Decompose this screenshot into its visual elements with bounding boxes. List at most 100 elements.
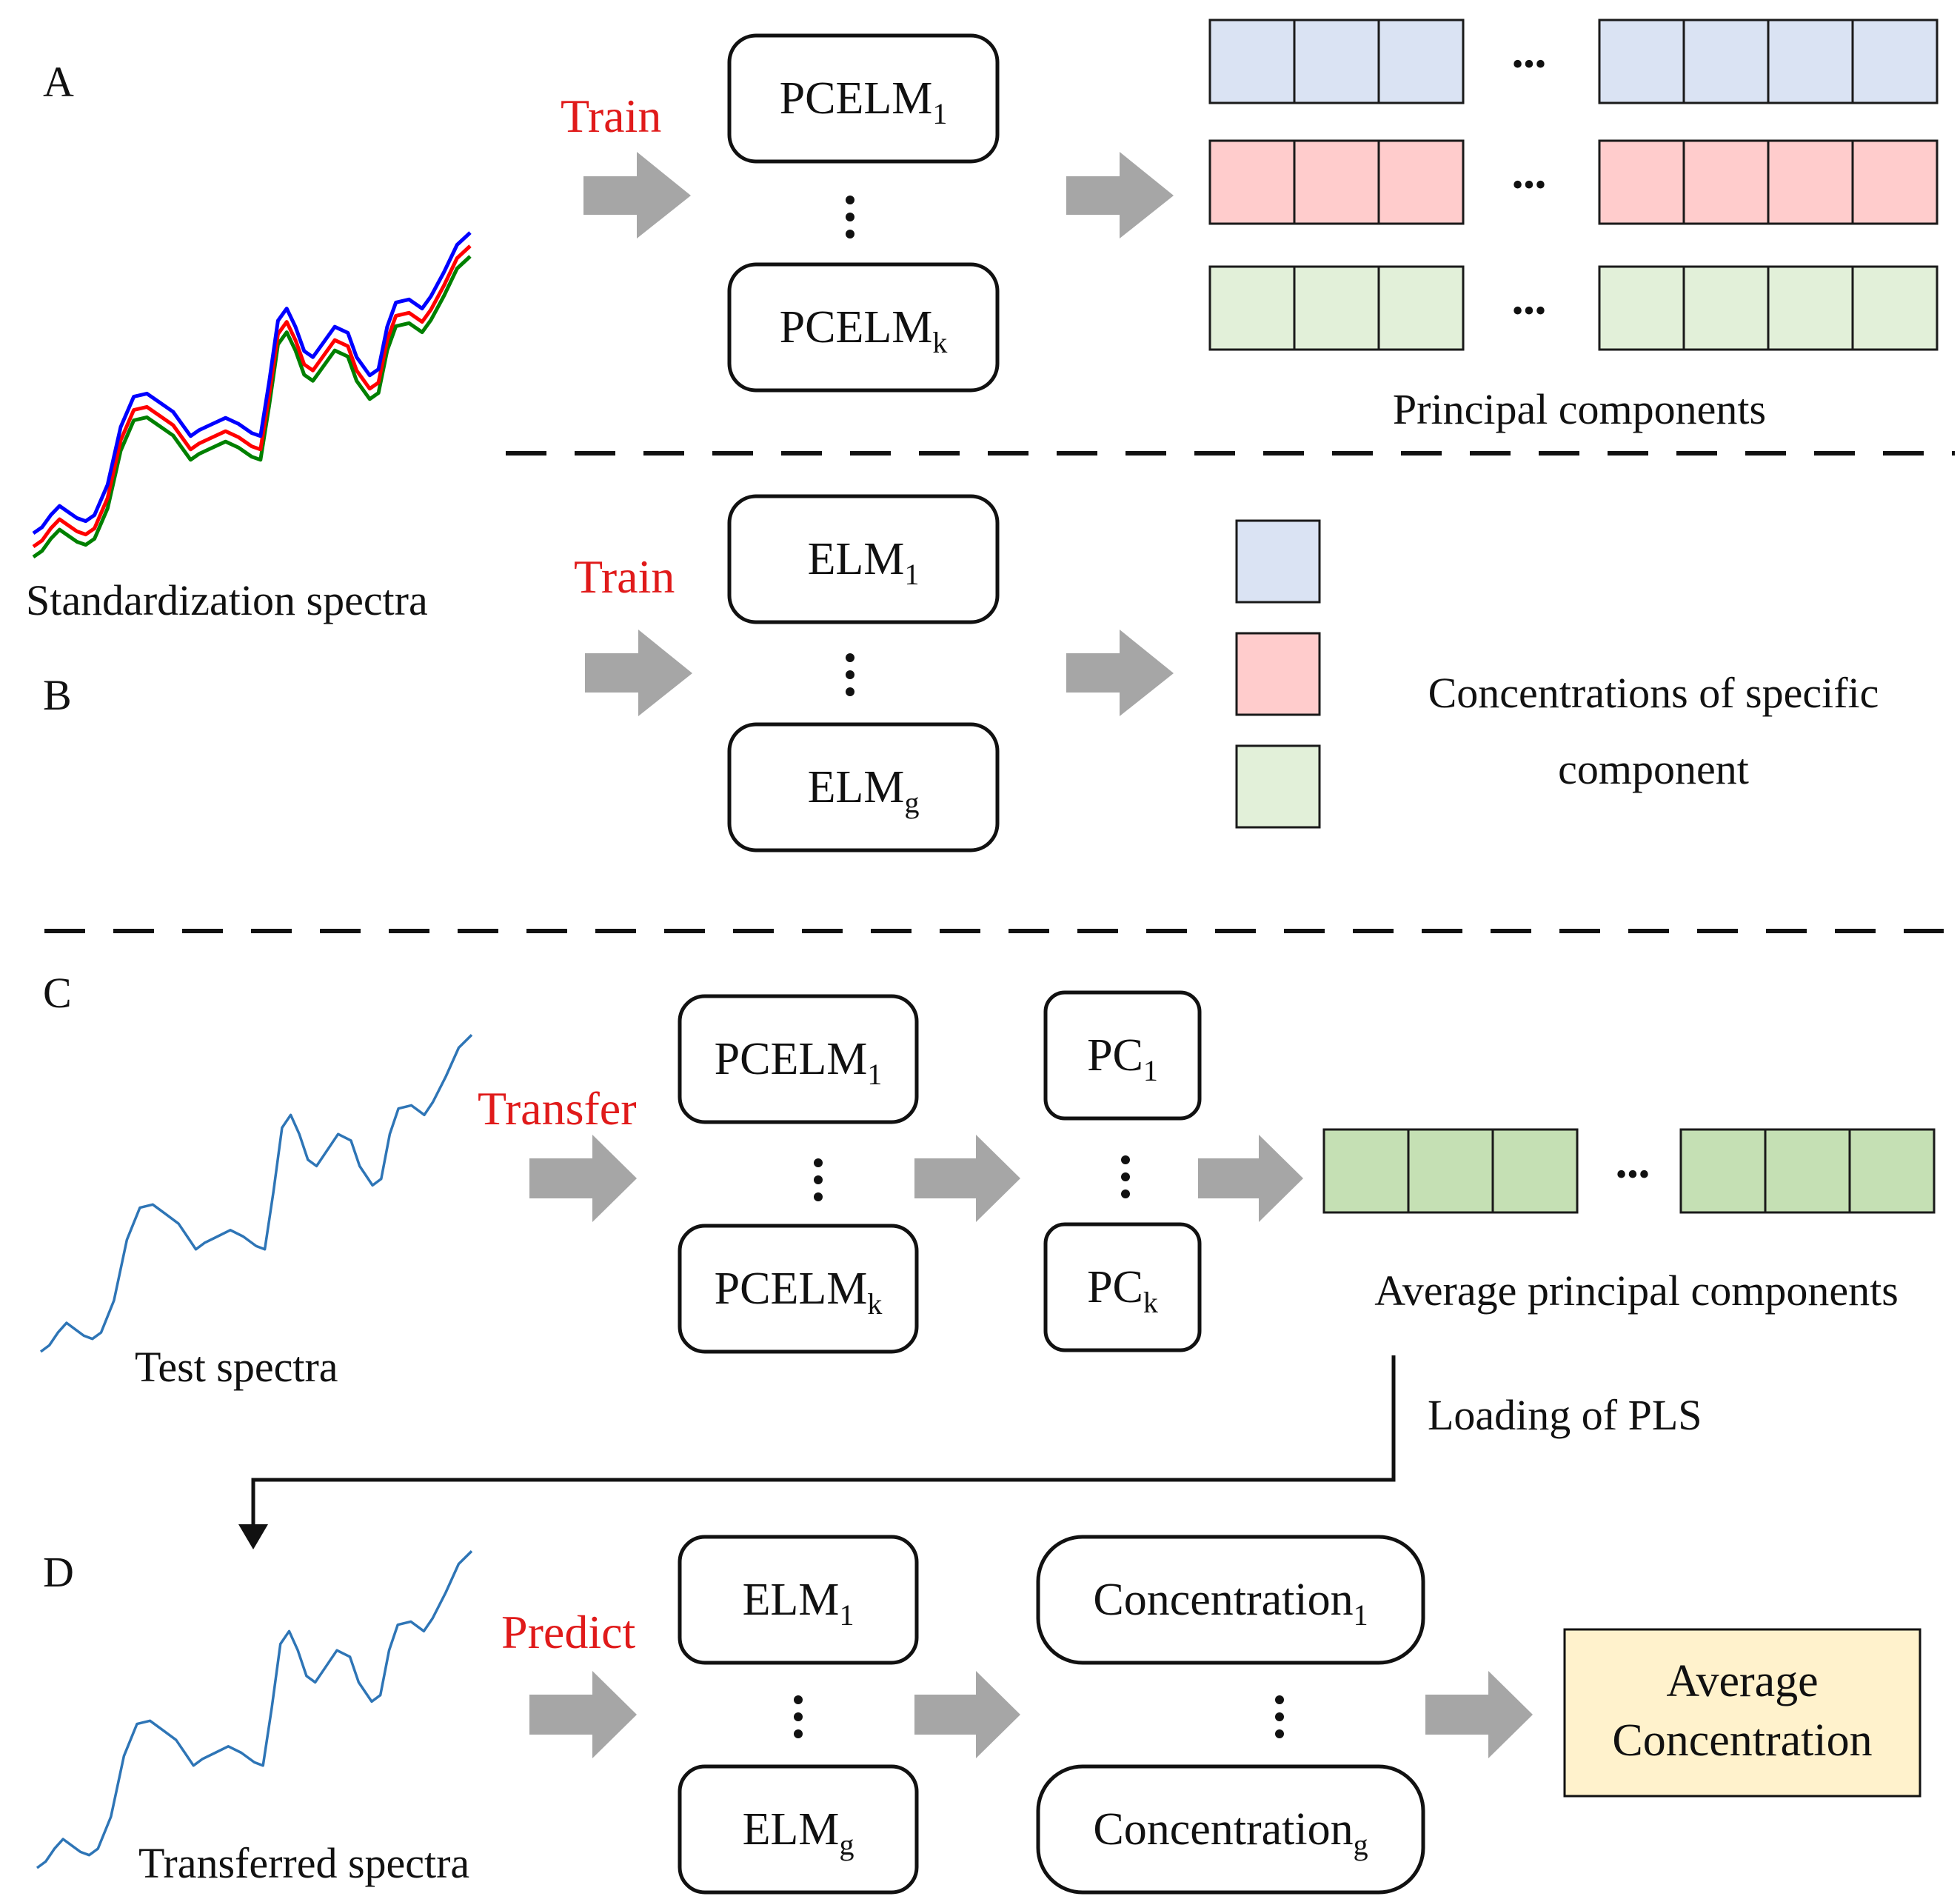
transferred-spectrum-plot xyxy=(36,1550,473,1869)
pc-cell-red xyxy=(1851,139,1939,225)
panel-c-output-label: Average principal components xyxy=(1374,1267,1899,1315)
average-concentration-line2: Concentration xyxy=(1612,1715,1872,1766)
panel-a-arrow-2 xyxy=(1066,152,1174,238)
panel-b-letter: B xyxy=(43,671,72,719)
spectrum-line xyxy=(32,231,472,535)
pc-cell-green xyxy=(1208,265,1296,351)
panel-d-model-top-box xyxy=(678,1535,919,1665)
pc-cell-blue xyxy=(1767,19,1854,104)
test-spectrum-plot xyxy=(39,1034,473,1353)
panel-d-model-bottom-box xyxy=(678,1764,919,1895)
panel-c-pc-bottom-box xyxy=(1043,1222,1202,1352)
panel-c-pc-bottom-label: PCk xyxy=(1087,1262,1158,1319)
pc-cell-blue xyxy=(1682,19,1770,104)
avg-pc-cell xyxy=(1764,1128,1851,1214)
panel-b-action-label: Train xyxy=(574,550,675,603)
pls-connector-arrowhead xyxy=(238,1524,268,1549)
pc-cell-red xyxy=(1682,139,1770,225)
spectrum-line xyxy=(36,1550,473,1869)
spectrum-line xyxy=(32,255,472,559)
panel-b-model-top-box xyxy=(727,494,1000,624)
panel-c-model-top-label: PCELM1 xyxy=(715,1034,883,1091)
avg-pc-cell xyxy=(1322,1128,1410,1214)
pc-cell-red xyxy=(1598,139,1685,225)
panel-a-arrow-1 xyxy=(583,152,691,238)
panel-b-model-bottom-box xyxy=(727,722,1000,852)
pc-cell-green xyxy=(1767,265,1854,351)
avg-pc-cell xyxy=(1407,1128,1494,1214)
avg-pc-cell xyxy=(1679,1128,1767,1214)
panel-d-conc-bottom-label: Concentrationg xyxy=(1093,1804,1368,1861)
pls-connector-line xyxy=(251,1355,1396,1524)
panel-c-arrow-2 xyxy=(914,1135,1020,1222)
average-concentration-box xyxy=(1563,1628,1921,1798)
panel-b-model-bottom-label: ELMg xyxy=(808,762,920,819)
pc-row-ellipsis: ••• xyxy=(1512,293,1546,329)
pc-cell-blue xyxy=(1598,19,1685,104)
pc-row-ellipsis: ••• xyxy=(1512,46,1546,82)
panel-c-letter: C xyxy=(43,969,72,1017)
principal-components-grid: ••• ••• ••• xyxy=(1208,19,1939,351)
panel-d-letter: D xyxy=(43,1548,74,1596)
panel-a-model-bottom-box xyxy=(727,262,1000,393)
panel-d-conc-top-label: Concentration1 xyxy=(1093,1575,1368,1632)
pc-cell-blue xyxy=(1293,19,1380,104)
standardization-spectra-label: Standardization spectra xyxy=(26,576,428,624)
panel-a-vdots xyxy=(846,196,854,204)
panel-a-action-label: Train xyxy=(561,90,661,142)
pc-row-ellipsis: ••• xyxy=(1512,167,1546,203)
panel-d-arrow-2 xyxy=(914,1671,1020,1758)
spectrum-line xyxy=(32,244,472,549)
concentration-cell-green xyxy=(1235,744,1321,829)
panel-b-arrow-2 xyxy=(1066,630,1174,716)
panel-c-model-bottom-label: PCELMk xyxy=(715,1264,883,1321)
pc-cell-green xyxy=(1851,265,1939,351)
pc-cell-blue xyxy=(1851,19,1939,104)
panel-d-conc-bottom-box xyxy=(1036,1764,1425,1895)
pc-cell-red xyxy=(1377,139,1465,225)
pc-cell-green xyxy=(1682,265,1770,351)
panel-d-arrow-3 xyxy=(1425,1671,1533,1758)
panel-a-output-label: Principal components xyxy=(1393,385,1766,433)
pc-cell-red xyxy=(1208,139,1296,225)
panel-d-action-label: Predict xyxy=(501,1606,636,1658)
test-spectra-label: Test spectra xyxy=(135,1343,338,1391)
panel-a-letter: A xyxy=(43,58,74,106)
panel-b-vdots xyxy=(846,653,854,662)
panel-d-vdots-conc xyxy=(1275,1695,1284,1704)
pls-connector-label: Loading of PLS xyxy=(1428,1391,1702,1439)
average-concentration-line1: Average xyxy=(1666,1656,1818,1706)
transferred-spectra-label: Transferred spectra xyxy=(138,1839,469,1887)
avg-pc-ellipsis: ••• xyxy=(1616,1156,1650,1192)
pc-cell-red xyxy=(1767,139,1854,225)
panel-c-vdots-pcs xyxy=(1121,1155,1130,1164)
pc-cell-blue xyxy=(1208,19,1296,104)
avg-pc-cell xyxy=(1848,1128,1936,1214)
panel-a-model-top-label: PCELM1 xyxy=(780,73,948,130)
concentration-cell-red xyxy=(1235,632,1321,716)
pc-cell-green xyxy=(1598,265,1685,351)
panel-d-arrow-1 xyxy=(529,1671,637,1758)
panel-d-vdots-models xyxy=(794,1695,803,1704)
panel-d-model-top-label: ELM1 xyxy=(743,1575,854,1632)
pc-cell-red xyxy=(1293,139,1380,225)
pc-cell-green xyxy=(1293,265,1380,351)
panel-c-model-top-box xyxy=(678,994,919,1124)
panel-b-output-label-line1: Concentrations of specific xyxy=(1428,669,1879,717)
pc-cell-green xyxy=(1377,265,1465,351)
panel-b-model-top-label: ELM1 xyxy=(808,534,920,591)
panel-c-action-label: Transfer xyxy=(478,1082,637,1135)
panel-b-output-label-line2: component xyxy=(1558,745,1749,793)
panel-c-arrow-3 xyxy=(1198,1135,1303,1222)
panel-c-pc-top-label: PC1 xyxy=(1087,1030,1158,1087)
panel-c-arrow-1 xyxy=(529,1135,637,1222)
panel-b-arrow-1 xyxy=(585,630,692,716)
avg-pc-cell xyxy=(1491,1128,1579,1214)
pc-cell-blue xyxy=(1377,19,1465,104)
panel-a-model-top-box xyxy=(727,33,1000,164)
standardization-spectra-plot xyxy=(32,231,472,559)
average-principal-components-grid: ••• xyxy=(1322,1128,1936,1214)
panel-d-model-bottom-label: ELMg xyxy=(743,1804,854,1861)
